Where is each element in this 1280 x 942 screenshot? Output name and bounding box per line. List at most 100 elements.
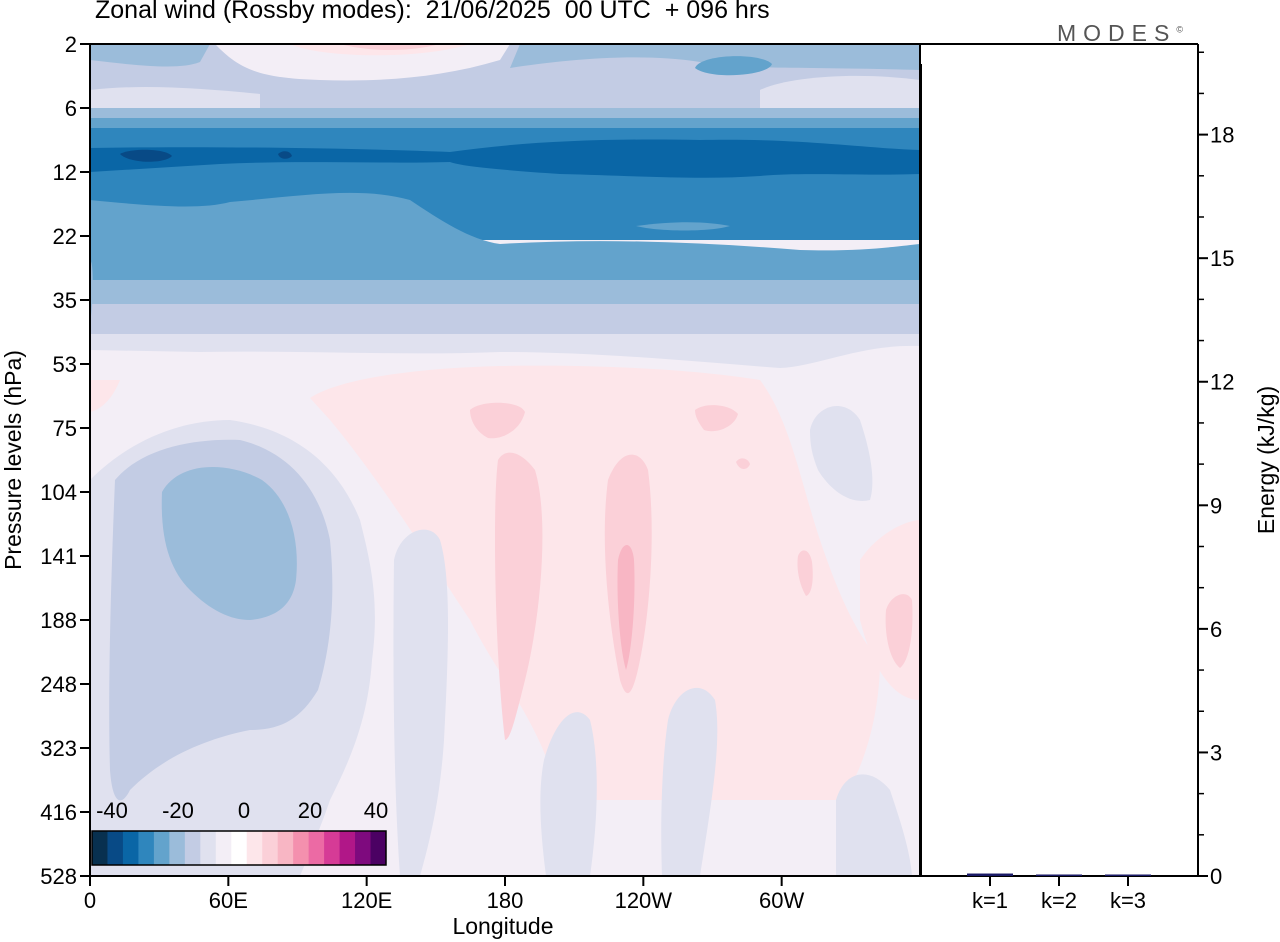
wavenumber-label: k=2 xyxy=(1041,888,1077,913)
field-contour xyxy=(120,149,172,162)
pressure-tick-label: 75 xyxy=(53,416,77,441)
chart-title: Zonal wind (Rossby modes): 21/06/2025 00… xyxy=(95,0,770,24)
colorbar-swatch xyxy=(262,831,279,865)
field-contour xyxy=(90,139,920,178)
colorbar-swatch xyxy=(339,831,356,865)
pressure-tick-label: 188 xyxy=(40,608,77,633)
pressure-tick-label: 35 xyxy=(53,288,77,313)
colorbar-swatch xyxy=(370,831,387,865)
field-contour xyxy=(90,326,920,334)
field-contour xyxy=(797,550,813,596)
field-contour xyxy=(340,44,440,50)
field-contour xyxy=(90,380,120,412)
x-axis-label: Longitude xyxy=(452,913,553,939)
longitude-tick-label: 0 xyxy=(84,888,96,913)
colorbar-swatch xyxy=(277,831,294,865)
longitude-axis: 0 60E 120E 180 120W 60W xyxy=(84,876,805,913)
colorbar-swatch xyxy=(153,831,170,865)
field-contour xyxy=(661,687,718,876)
field-band xyxy=(90,108,920,118)
colorbar-swatch xyxy=(215,831,232,865)
pressure-tick-label: 22 xyxy=(53,224,77,249)
colorbar-label: 40 xyxy=(364,798,388,823)
colorbar-swatch xyxy=(107,831,124,865)
colorbar-swatch xyxy=(231,831,248,865)
pressure-tick-label: 528 xyxy=(40,864,77,889)
field-contour xyxy=(836,774,912,876)
field-contour xyxy=(810,405,873,501)
pressure-axis: 2 6 12 22 35 53 75 104 141 188 248 323 416 528 xyxy=(40,32,90,889)
longitude-tick-label: 120W xyxy=(615,888,673,913)
pressure-tick-label: 6 xyxy=(65,96,77,121)
colorbar-swatch xyxy=(184,831,201,865)
energy-tick-label: 15 xyxy=(1210,246,1234,271)
field-contour xyxy=(278,151,292,159)
field-contour xyxy=(695,405,738,432)
colorbar-label: 0 xyxy=(238,798,250,823)
energy-bar xyxy=(1105,874,1151,876)
colorbar-swatch xyxy=(246,831,263,865)
colorbar-swatch xyxy=(169,831,186,865)
longitude-tick-label: 60W xyxy=(759,888,804,913)
energy-tick-label: 18 xyxy=(1210,123,1234,148)
pressure-tick-label: 141 xyxy=(40,544,77,569)
energy-tick-label: 3 xyxy=(1210,740,1222,765)
field-contour xyxy=(540,712,597,876)
field-contour xyxy=(495,452,543,740)
field-contour xyxy=(393,529,448,876)
field-contour xyxy=(736,458,750,469)
y-axis-label: Pressure levels (hPa) xyxy=(0,350,26,570)
colorbar-frame xyxy=(91,830,387,866)
colorbar-label: -20 xyxy=(162,798,194,823)
colorbar-swatch xyxy=(122,831,139,865)
field-band xyxy=(90,280,920,304)
pressure-tick-label: 53 xyxy=(53,352,77,377)
field-contour xyxy=(510,44,920,70)
field-contour xyxy=(760,75,920,112)
pressure-tick-label: 416 xyxy=(40,800,77,825)
energy-tick-label: 0 xyxy=(1210,864,1222,889)
pressure-tick-label: 248 xyxy=(40,672,77,697)
wavenumber-label: k=1 xyxy=(972,888,1008,913)
field-contour xyxy=(470,402,525,439)
field-contour xyxy=(90,326,920,368)
pressure-tick-label: 104 xyxy=(40,480,77,505)
field-contour xyxy=(310,365,880,800)
energy-axis-label: Energy (kJ/kg) xyxy=(1253,386,1279,534)
colorbar-swatch xyxy=(138,831,155,865)
field-contour xyxy=(215,44,510,81)
field-contour xyxy=(636,222,730,231)
field-band xyxy=(90,304,920,326)
colorbar-swatch xyxy=(92,831,108,865)
colorbar-swatch xyxy=(308,831,325,865)
energy-bar xyxy=(967,873,1013,876)
energy-bars xyxy=(967,873,1151,876)
colorbar: -40 -20 0 20 40 xyxy=(92,798,388,865)
energy-tick-label: 12 xyxy=(1210,370,1234,395)
field-contour xyxy=(90,87,260,112)
field-band xyxy=(90,118,920,128)
field-contour xyxy=(885,594,913,668)
colorbar-label: -40 xyxy=(96,798,128,823)
energy-bar xyxy=(1036,874,1082,876)
field-contour xyxy=(90,192,920,290)
longitude-tick-label: 60E xyxy=(209,888,248,913)
pressure-tick-label: 323 xyxy=(40,736,77,761)
colorbar-swatch xyxy=(324,831,341,865)
colorbar-label: 20 xyxy=(298,798,322,823)
energy-tick-label: 9 xyxy=(1210,493,1222,518)
field-contour xyxy=(90,44,210,67)
energy-tick-label: 6 xyxy=(1210,617,1222,642)
zonal-wind-field xyxy=(90,44,920,876)
colorbar-swatch xyxy=(355,831,372,865)
wavenumber-label: k=3 xyxy=(1110,888,1146,913)
wavenumber-axis: k=1 k=2 k=3 xyxy=(972,876,1146,913)
colorbar-swatch xyxy=(200,831,217,865)
energy-axis: 0 3 6 9 12 15 18 xyxy=(1198,51,1234,889)
colorbar-swatch xyxy=(293,831,310,865)
pressure-tick-label: 2 xyxy=(65,32,77,57)
field-contour xyxy=(695,56,772,76)
brand-logo: MODES© xyxy=(1057,20,1183,46)
longitude-tick-label: 120E xyxy=(341,888,392,913)
